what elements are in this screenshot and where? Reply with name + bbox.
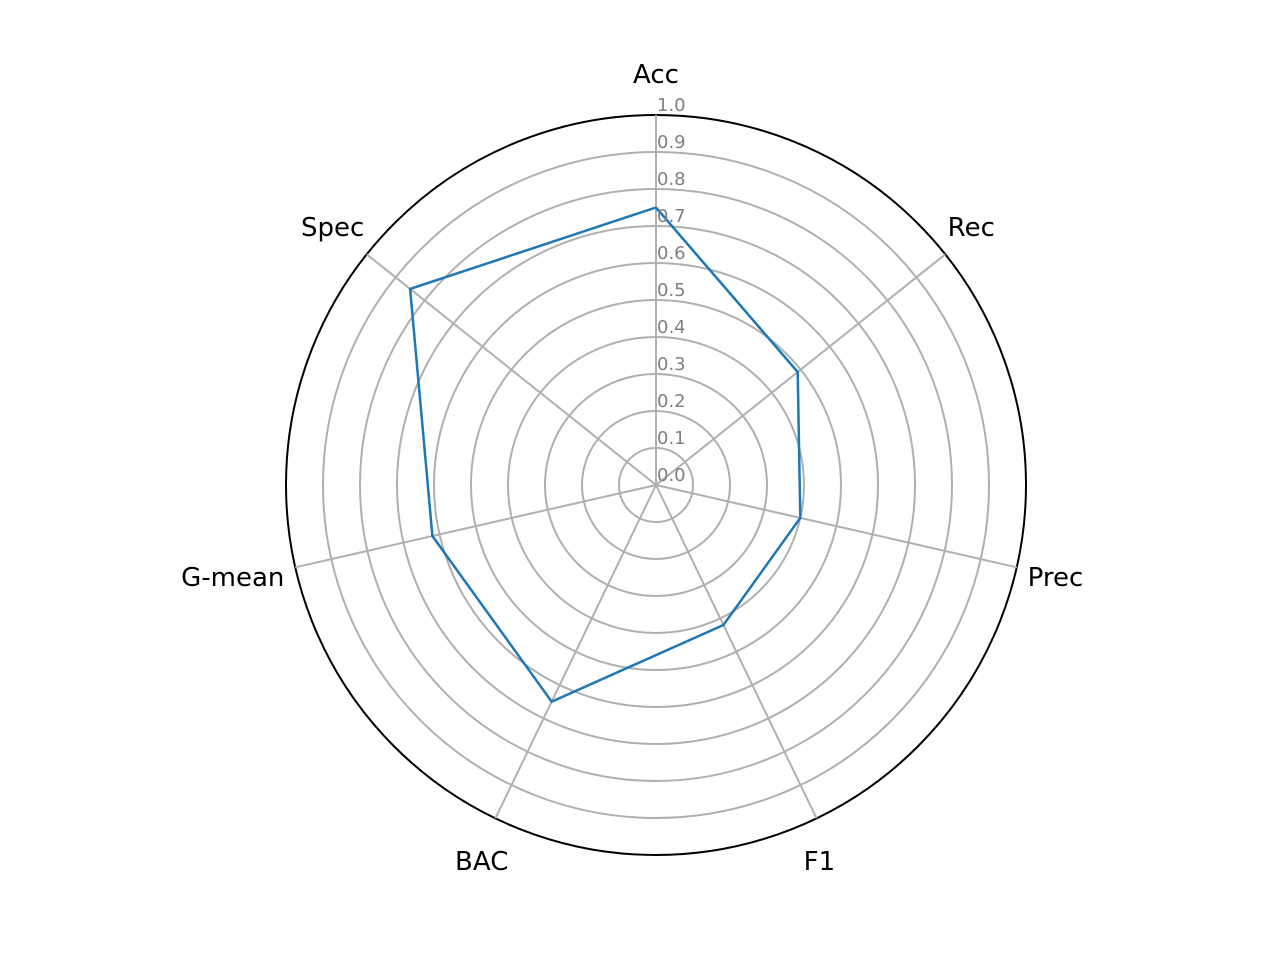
radial-tick-labels: 0.0 0.1 0.2 0.3 0.4 0.5 0.6 0.7 0.8 0.9 1.0 xyxy=(657,95,686,486)
series-layer xyxy=(408,206,802,704)
spoke-rec xyxy=(655,253,946,486)
spoke-spec xyxy=(366,253,657,486)
series-line-0 xyxy=(408,206,802,704)
axis-label-bac: BAC xyxy=(455,847,508,877)
radial-tick-label: 0.0 xyxy=(657,465,686,486)
grid-layer xyxy=(285,114,1027,856)
spoke-f1 xyxy=(655,484,818,819)
axis-label-rec: Rec xyxy=(948,213,995,243)
radial-tick-label: 0.8 xyxy=(657,169,686,190)
axis-label-spec: Spec xyxy=(301,213,364,243)
radial-tick-label: 0.4 xyxy=(657,317,686,338)
radial-tick-label: 0.1 xyxy=(657,428,686,449)
radial-tick-label: 0.9 xyxy=(657,132,686,153)
radial-tick-label: 0.3 xyxy=(657,354,686,375)
axis-label-f1: F1 xyxy=(804,847,836,877)
axis-label-prec: Prec xyxy=(1028,563,1084,593)
axis-label-g-mean: G-mean xyxy=(181,563,284,593)
spoke-g-mean xyxy=(295,484,657,569)
spoke-prec xyxy=(655,484,1017,569)
radial-tick-label: 0.2 xyxy=(657,391,686,412)
axis-labels: Acc Rec Prec F1 BAC G-mean Spec xyxy=(181,60,1083,877)
spoke-bac xyxy=(494,484,657,819)
radial-tick-label: 0.7 xyxy=(657,206,686,227)
radial-tick-label: 0.5 xyxy=(657,280,686,301)
radial-tick-label: 0.6 xyxy=(657,243,686,264)
axis-label-acc: Acc xyxy=(633,60,679,90)
radial-tick-label: 1.0 xyxy=(657,95,686,116)
